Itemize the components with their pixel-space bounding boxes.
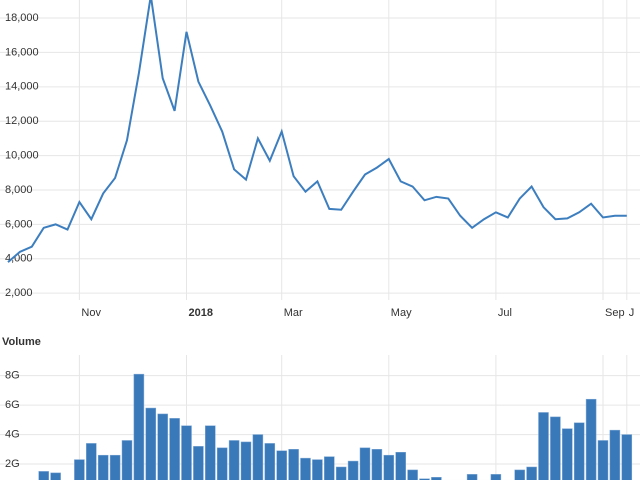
volume-bar <box>419 478 430 480</box>
volume-bar <box>526 466 537 480</box>
volume-bar <box>228 440 240 480</box>
volume-bar <box>609 429 621 480</box>
volume-bar <box>157 413 168 480</box>
volume-title: Volume <box>2 336 41 348</box>
x-tick-label: Jul <box>498 307 512 319</box>
volume-bar <box>312 459 323 480</box>
y-tick-label: 8,000 <box>5 184 33 196</box>
volume-bar <box>550 416 561 480</box>
volume-bar <box>216 447 228 480</box>
volume-bar <box>86 443 97 480</box>
volume-bar <box>573 422 585 480</box>
volume-bar <box>288 449 299 480</box>
volume-bar <box>324 456 335 480</box>
volume-bar <box>371 449 383 480</box>
volume-bar <box>300 457 311 480</box>
volume-bar <box>74 459 85 480</box>
volume-bar <box>50 472 61 480</box>
volume-bar <box>514 469 525 480</box>
volume-bar <box>562 428 573 480</box>
volume-bar <box>240 441 252 480</box>
volume-bar <box>121 440 133 480</box>
volume-bar <box>585 398 597 480</box>
volume-bar <box>383 454 395 480</box>
y-tick-label: 4G <box>5 428 20 440</box>
y-tick-label: 14,000 <box>5 81 39 93</box>
price-line <box>7 0 627 263</box>
volume-bar <box>205 425 216 480</box>
x-tick-label: J <box>629 307 635 319</box>
y-tick-label: 10,000 <box>5 149 39 161</box>
y-tick-label: 2,000 <box>5 287 33 299</box>
y-tick-label: 12,000 <box>5 115 39 127</box>
volume-bar <box>431 477 442 480</box>
y-tick-label: 8G <box>5 370 20 382</box>
volume-bar <box>276 450 287 480</box>
y-tick-label: 6,000 <box>5 218 33 230</box>
volume-bar <box>359 447 371 480</box>
y-tick-label: 16,000 <box>5 46 39 58</box>
volume-bar <box>133 373 145 480</box>
volume-bar <box>490 474 502 480</box>
volume-bar <box>538 412 549 480</box>
volume-bar <box>252 434 264 480</box>
volume-bar <box>407 469 418 480</box>
y-tick-label: 2G <box>5 458 20 470</box>
volume-bar <box>347 460 359 480</box>
x-tick-label: 2018 <box>189 307 213 319</box>
volume-bar <box>38 471 49 480</box>
volume-bar <box>109 454 121 480</box>
volume-bar <box>466 474 478 480</box>
x-tick-label: Sep <box>605 307 625 319</box>
volume-bar <box>169 418 180 480</box>
volume-bar <box>193 446 204 480</box>
x-tick-label: Mar <box>284 307 303 319</box>
volume-bar <box>597 440 609 480</box>
y-tick-label: 6G <box>5 399 20 411</box>
x-tick-label: May <box>391 307 412 319</box>
x-tick-label: Nov <box>81 307 101 319</box>
volume-bar <box>264 443 276 480</box>
volume-bar <box>395 451 406 480</box>
volume-bar <box>145 407 157 480</box>
volume-bar <box>181 425 192 480</box>
volume-bar <box>97 454 109 480</box>
y-tick-label: 4,000 <box>5 253 33 265</box>
y-tick-label: 18,000 <box>5 12 39 24</box>
volume-bar <box>335 466 347 480</box>
volume-bar <box>621 434 633 480</box>
